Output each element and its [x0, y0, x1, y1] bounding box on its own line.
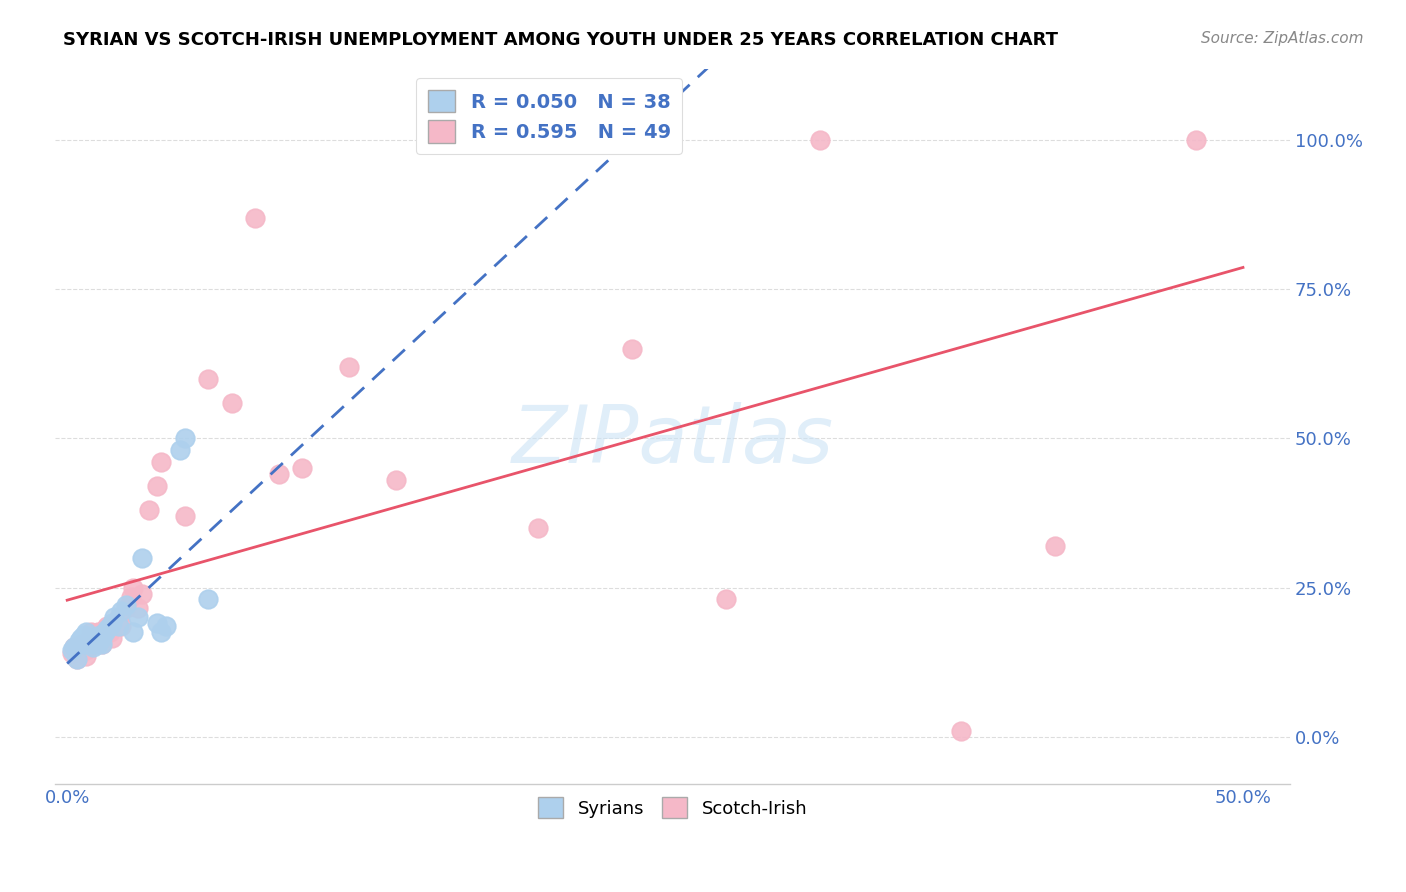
Point: [714, 592, 737, 607]
Point: [87, 634, 110, 648]
Point: [80, 637, 103, 651]
Point: [65, 652, 87, 666]
Point: [67, 637, 90, 651]
Point: [110, 619, 132, 633]
Point: [197, 372, 219, 386]
Point: [101, 632, 124, 646]
Point: [808, 133, 831, 147]
Point: [385, 473, 408, 487]
Point: [432, 133, 454, 147]
Point: [155, 619, 177, 633]
Point: [63, 640, 86, 655]
Point: [96, 623, 118, 637]
Point: [70, 632, 93, 646]
Point: [1043, 539, 1066, 553]
Point: [131, 550, 153, 565]
Point: [101, 616, 124, 631]
Point: [122, 581, 145, 595]
Point: [108, 610, 131, 624]
Point: [173, 508, 195, 523]
Point: [84, 637, 107, 651]
Point: [80, 625, 103, 640]
Point: [120, 590, 142, 604]
Point: [89, 628, 111, 642]
Point: [89, 632, 111, 646]
Point: [1185, 133, 1208, 147]
Point: [91, 628, 114, 642]
Point: [138, 503, 160, 517]
Point: [620, 342, 643, 356]
Text: Source: ZipAtlas.com: Source: ZipAtlas.com: [1201, 31, 1364, 46]
Point: [77, 634, 100, 648]
Point: [145, 616, 167, 631]
Point: [63, 640, 86, 655]
Point: [110, 604, 132, 618]
Point: [115, 601, 138, 615]
Point: [103, 619, 125, 633]
Point: [87, 637, 110, 651]
Point: [197, 592, 219, 607]
Point: [108, 619, 131, 633]
Point: [91, 637, 114, 651]
Point: [98, 619, 121, 633]
Point: [87, 625, 110, 640]
Point: [173, 431, 195, 445]
Point: [94, 623, 117, 637]
Point: [65, 652, 87, 666]
Point: [245, 211, 267, 225]
Point: [72, 640, 94, 655]
Point: [75, 643, 97, 657]
Point: [526, 521, 548, 535]
Point: [150, 455, 173, 469]
Point: [94, 625, 117, 640]
Point: [84, 632, 107, 646]
Point: [91, 637, 114, 651]
Point: [145, 479, 167, 493]
Point: [84, 628, 107, 642]
Point: [60, 646, 83, 660]
Point: [131, 586, 153, 600]
Legend: Syrians, Scotch-Irish: Syrians, Scotch-Irish: [530, 790, 814, 825]
Point: [122, 625, 145, 640]
Point: [169, 443, 191, 458]
Point: [949, 723, 972, 738]
Point: [82, 634, 104, 648]
Point: [96, 619, 118, 633]
Point: [103, 610, 125, 624]
Point: [82, 640, 104, 655]
Point: [60, 643, 83, 657]
Point: [75, 649, 97, 664]
Point: [267, 467, 290, 482]
Point: [337, 359, 360, 374]
Point: [98, 625, 121, 640]
Point: [72, 628, 94, 642]
Text: ZIPatlas: ZIPatlas: [512, 401, 834, 480]
Point: [75, 625, 97, 640]
Point: [67, 643, 90, 657]
Point: [115, 599, 138, 613]
Point: [127, 610, 149, 624]
Point: [80, 632, 103, 646]
Point: [82, 637, 104, 651]
Point: [75, 637, 97, 651]
Text: SYRIAN VS SCOTCH-IRISH UNEMPLOYMENT AMONG YOUTH UNDER 25 YEARS CORRELATION CHART: SYRIAN VS SCOTCH-IRISH UNEMPLOYMENT AMON…: [63, 31, 1059, 49]
Point: [70, 637, 93, 651]
Point: [91, 632, 114, 646]
Point: [84, 634, 107, 648]
Point: [150, 625, 173, 640]
Point: [80, 632, 103, 646]
Point: [127, 601, 149, 615]
Point: [67, 634, 90, 648]
Point: [77, 634, 100, 648]
Point: [221, 395, 243, 409]
Point: [291, 461, 314, 475]
